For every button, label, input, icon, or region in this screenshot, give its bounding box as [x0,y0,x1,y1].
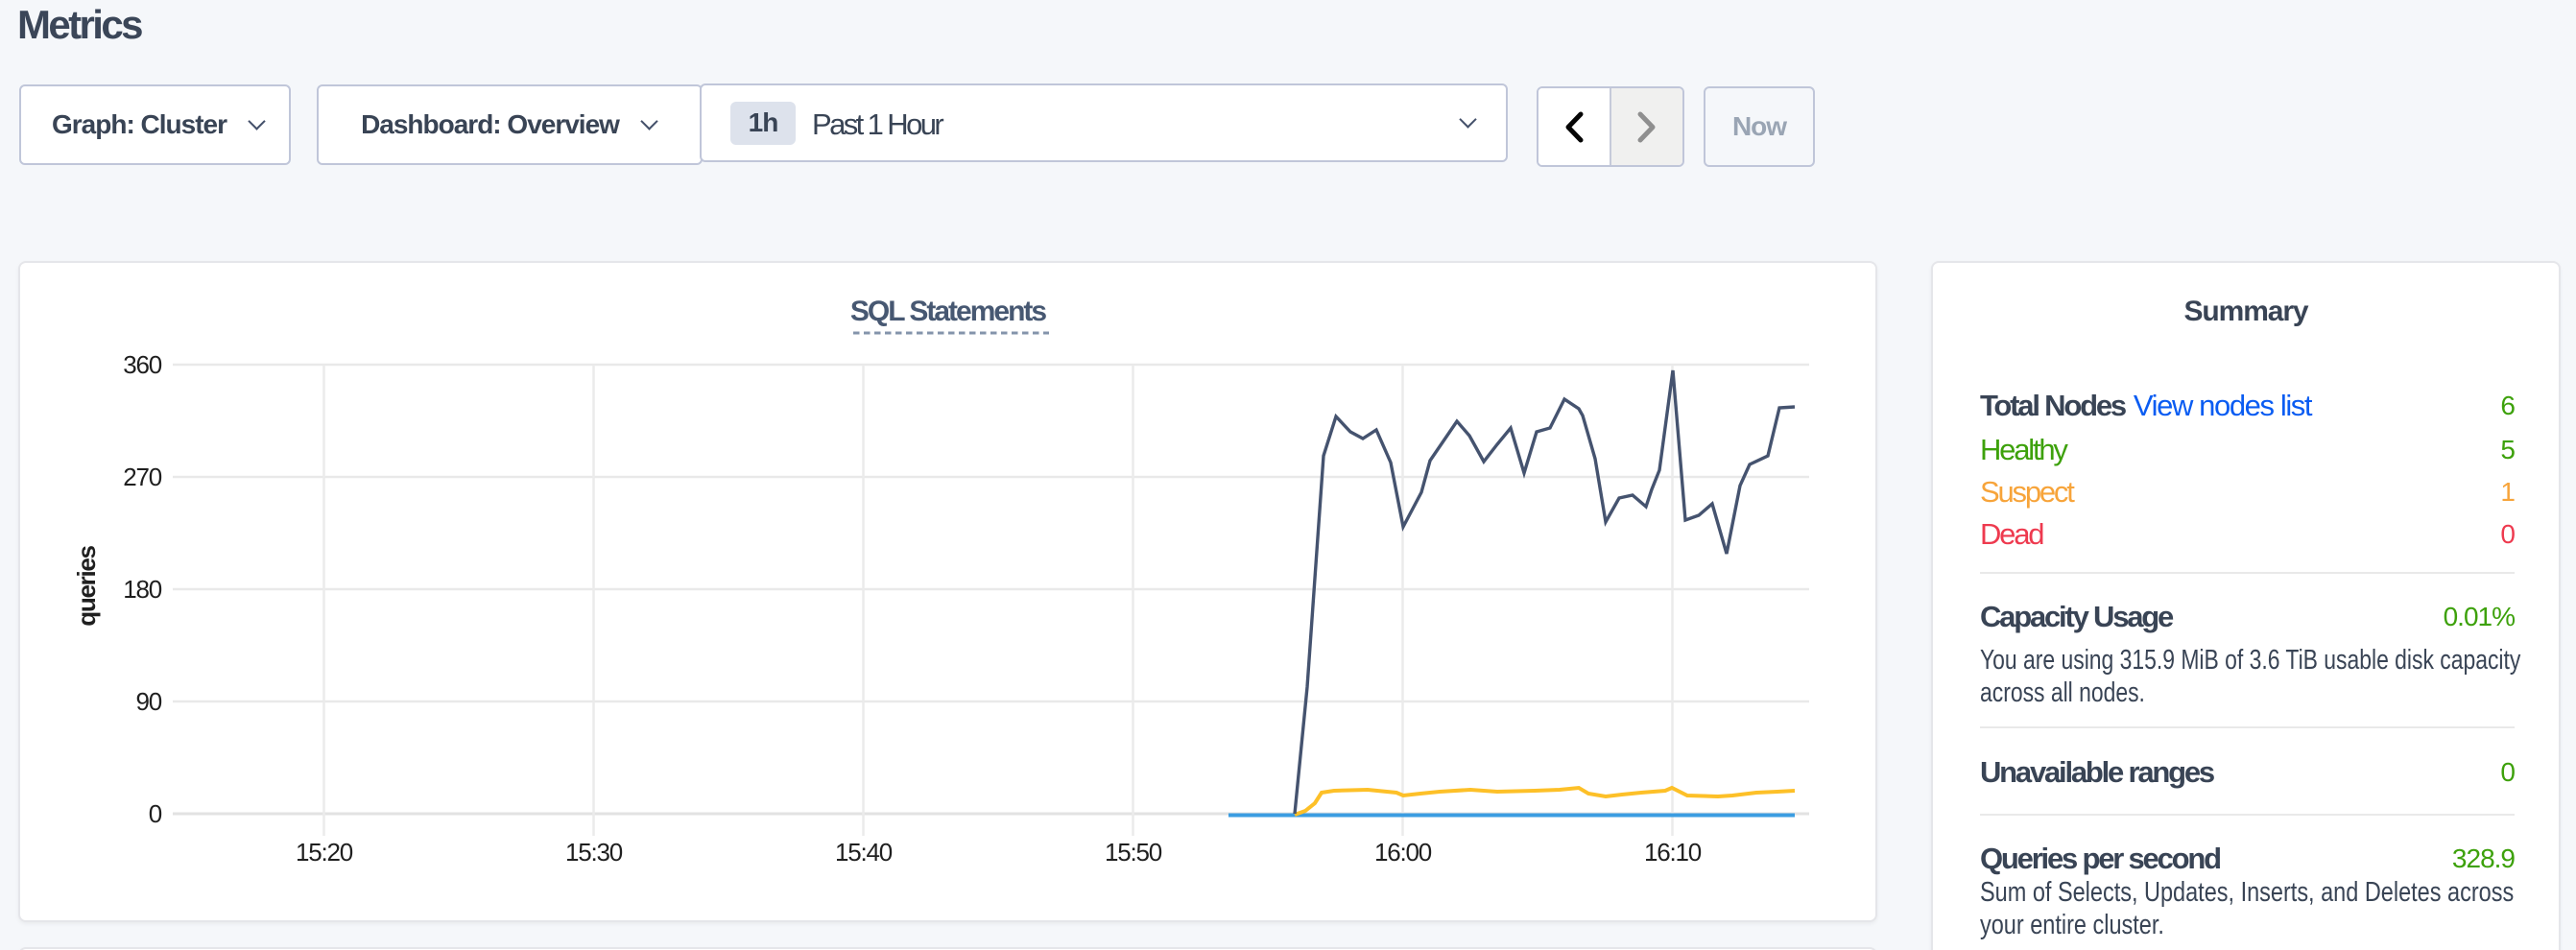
svg-text:15:20: 15:20 [296,838,353,867]
svg-text:270: 270 [123,463,162,491]
svg-text:360: 360 [123,350,162,379]
svg-text:0: 0 [149,799,162,828]
svg-text:queries: queries [72,545,101,626]
svg-text:16:00: 16:00 [1374,838,1432,867]
svg-text:15:50: 15:50 [1105,838,1162,867]
svg-text:90: 90 [135,687,161,716]
svg-text:16:10: 16:10 [1644,838,1702,867]
svg-text:180: 180 [123,575,162,604]
svg-text:15:40: 15:40 [835,838,893,867]
svg-text:15:30: 15:30 [565,838,623,867]
